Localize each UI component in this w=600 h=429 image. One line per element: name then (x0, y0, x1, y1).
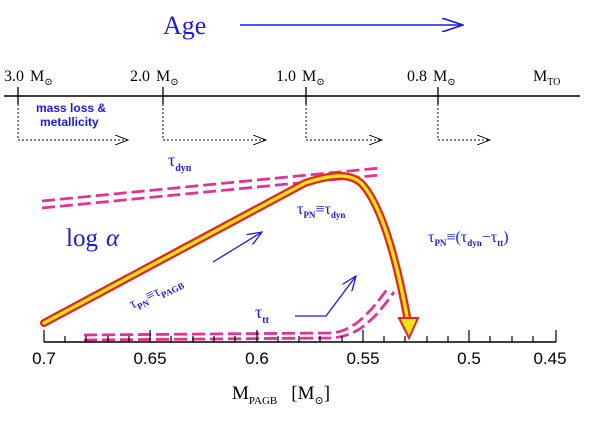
y-axis-label: log α (66, 225, 120, 252)
tau-pn-curve (40, 172, 420, 341)
mass-loss-arrow-2 (162, 104, 266, 140)
x-axis-ticks (43, 330, 557, 342)
eq-pn-pagb-label: τPN≡τPAGB (127, 273, 186, 314)
mass-loss-arrows (17, 104, 490, 140)
svg-text:3.0M⊙: 3.0 M⊙ (4, 68, 53, 88)
x-tick-label: 0.55 (346, 349, 379, 368)
mass-label-3: 3.0 M⊙ (4, 68, 53, 88)
turnoff-mass-label: MTO (533, 68, 560, 88)
eq-pn-pagb-arrow (212, 232, 262, 263)
x-tick-label: 0.45 (533, 349, 566, 368)
mass-loss-arrow-3 (17, 104, 128, 140)
svg-text:1.0M⊙: 1.0 M⊙ (276, 68, 325, 88)
svg-text:0.8M⊙: 0.8 M⊙ (407, 68, 456, 88)
tau-pn-curve-arrowhead (397, 317, 420, 341)
tau-tt-band (83, 287, 396, 342)
x-tick-label: 0.5 (457, 349, 481, 368)
x-tick-label: 0.7 (32, 349, 56, 368)
eq-pn-diff-label: τPN≡(τdyn−τtt) (428, 229, 509, 248)
age-title: Age (163, 11, 206, 40)
svg-text:2.0M⊙: 2.0 M⊙ (130, 68, 179, 88)
x-tick-labels: 0.7 0.65 0.6 0.55 0.5 0.45 (32, 349, 566, 368)
x-tick-label: 0.65 (133, 349, 166, 368)
tau-dyn-label: τdyn (168, 150, 192, 174)
mass-label-0-8: 0.8 M⊙ (407, 68, 456, 88)
mass-loss-note-line2: metallicity (40, 115, 99, 129)
mass-loss-note-line1: mass loss & (36, 101, 106, 115)
mass-label-2: 2.0 M⊙ (130, 68, 179, 88)
x-tick-label: 0.6 (245, 349, 269, 368)
svg-text:τPN≡τPAGB: τPN≡τPAGB (127, 273, 186, 314)
eq-pn-dyn-label: τPN≡τdyn (297, 201, 345, 220)
x-axis-label: MPAGB [M⊙] (232, 383, 330, 407)
tau-tt-arrow (295, 276, 356, 317)
tau-dyn-band (41, 166, 381, 210)
mass-loss-arrow-0-8 (437, 104, 490, 140)
tau-tt-label: τtt (255, 302, 270, 326)
mass-label-1: 1.0 M⊙ (276, 68, 325, 88)
mass-loss-arrow-1 (305, 104, 382, 140)
turnoff-axis-ticks (17, 87, 439, 104)
